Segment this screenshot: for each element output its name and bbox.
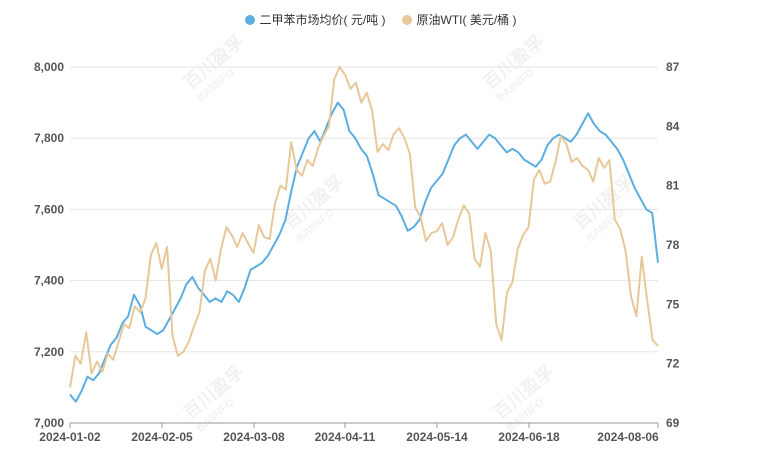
y-right-tick-label: 84 [666, 119, 680, 133]
x-tick-label: 2024-06-18 [498, 430, 560, 444]
watermark-text: 百川盈孚BAIINFO [479, 31, 557, 105]
legend-dot-xylene [244, 14, 255, 25]
legend-label-wti: 原油WTI( 美元/桶 ) [416, 13, 517, 27]
y-left-tick-label: 7,600 [34, 202, 64, 216]
legend-item-xylene[interactable]: 二甲苯市场均价( 元/吨 ) [244, 11, 386, 28]
watermark-text: 百川盈孚BAIINFO [279, 171, 357, 245]
y-right-tick-label: 72 [666, 357, 680, 371]
y-left-tick-label: 7,000 [34, 416, 64, 430]
x-tick-label: 2024-08-06 [597, 430, 659, 444]
y-left-tick-label: 8,000 [34, 60, 64, 74]
legend-label-xylene: 二甲苯市场均价( 元/吨 ) [259, 13, 386, 27]
x-tick-label: 2024-01-02 [39, 430, 101, 444]
y-right-tick-label: 69 [666, 416, 680, 430]
series-layer [69, 66, 659, 403]
watermark-text: 百川盈孚BAIINFO [569, 171, 647, 245]
legend-dot-wti [401, 14, 412, 25]
x-tick-label: 2024-02-05 [131, 430, 193, 444]
x-tick-label: 2024-05-14 [406, 430, 468, 444]
y-right-tick-label: 78 [666, 238, 680, 252]
y-right-tick-label: 81 [666, 179, 680, 193]
watermark-text: 百川盈孚BAIINFO [179, 31, 257, 105]
y-right-tick-label: 75 [666, 297, 680, 311]
series-line-wti [69, 66, 659, 388]
y-left-tick-label: 7,400 [34, 274, 64, 288]
x-tick-label: 2024-03-08 [223, 430, 285, 444]
chart-legend: 二甲苯市场均价( 元/吨 ) 原油WTI( 美元/桶 ) [0, 11, 761, 28]
series-line-xylene [69, 101, 659, 403]
legend-item-wti[interactable]: 原油WTI( 美元/桶 ) [401, 11, 517, 28]
y-left-tick-label: 7,800 [34, 131, 64, 145]
axis-layer: 7,000 7,200 7,400 7,600 7,800 8,000 69 72 75 78 81… [34, 60, 680, 444]
grid-layer [70, 66, 658, 424]
y-right-tick-label: 87 [666, 60, 680, 74]
y-left-tick-label: 7,200 [34, 345, 64, 359]
x-tick-label: 2024-04-11 [315, 430, 376, 444]
